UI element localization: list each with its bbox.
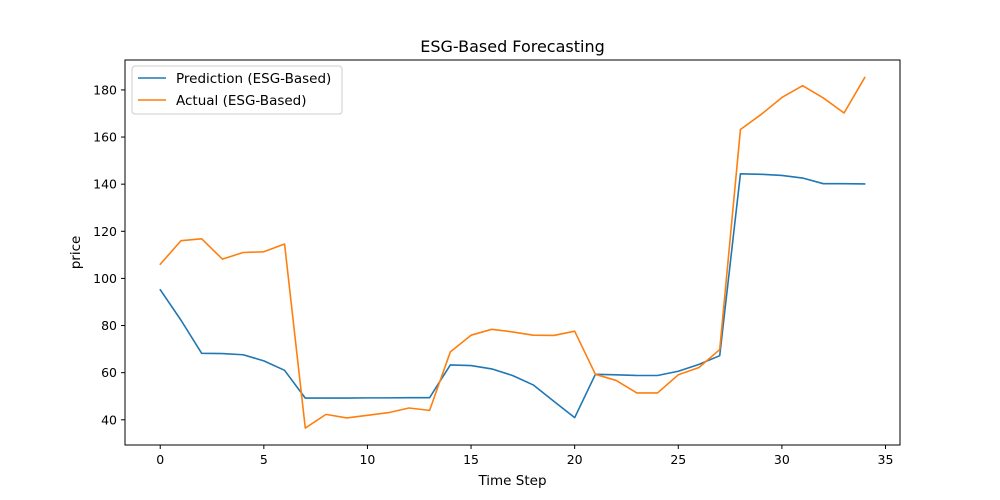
y-axis-label: price — [68, 236, 84, 270]
y-tick-label: 60 — [101, 365, 117, 380]
series-line-0 — [159, 173, 866, 419]
x-axis-label: Time Step — [477, 473, 546, 489]
y-tick-label: 40 — [101, 412, 117, 427]
legend-label-actual: Actual (ESG-Based) — [176, 93, 307, 109]
y-tick-label: 160 — [93, 130, 117, 145]
x-tick-label: 5 — [260, 452, 268, 467]
y-tick-label: 80 — [101, 318, 117, 333]
x-axis: 0 5 10 15 20 25 30 35 — [156, 445, 893, 467]
x-tick-label: 20 — [567, 452, 583, 467]
x-tick-label: 35 — [878, 452, 894, 467]
y-axis: 40 60 80 100 120 140 160 180 — [93, 82, 125, 427]
x-tick-label: 15 — [463, 452, 479, 467]
y-tick-label: 140 — [93, 177, 117, 192]
chart-title: ESG-Based Forecasting — [420, 37, 605, 56]
y-tick-label: 100 — [93, 271, 117, 286]
x-tick-label: 0 — [156, 452, 164, 467]
y-tick-label: 180 — [93, 82, 117, 97]
legend: Prediction (ESG-Based) Actual (ESG-Based… — [131, 65, 343, 115]
legend-box — [131, 65, 343, 115]
plot-frame — [124, 59, 901, 446]
series-line-1 — [159, 76, 866, 429]
plot-lines — [159, 76, 866, 429]
y-tick-label: 120 — [93, 224, 117, 239]
x-tick-label: 10 — [359, 452, 375, 467]
legend-label-prediction: Prediction (ESG-Based) — [176, 71, 331, 87]
x-tick-label: 25 — [670, 452, 686, 467]
x-tick-label: 30 — [774, 452, 790, 467]
